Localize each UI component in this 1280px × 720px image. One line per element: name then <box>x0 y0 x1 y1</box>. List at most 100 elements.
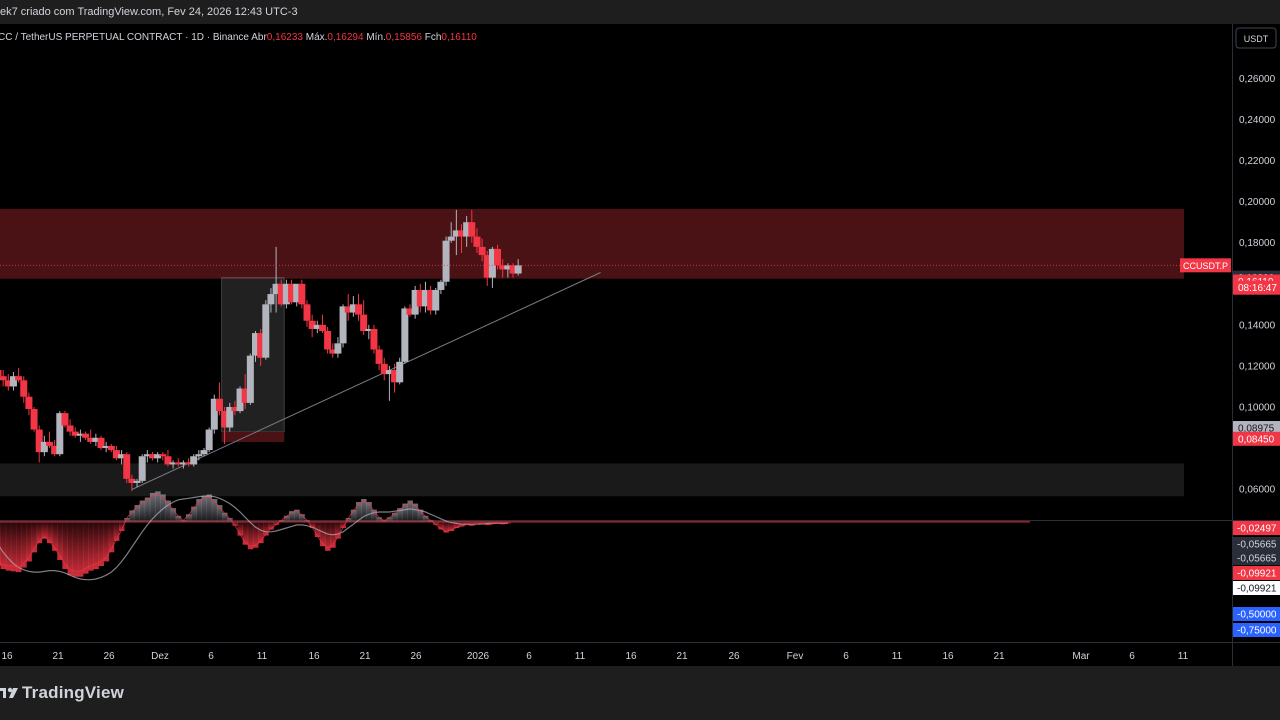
osc-bar <box>129 510 135 522</box>
candle-body <box>97 437 105 449</box>
osc-bar <box>299 514 305 522</box>
price-tick-label: 0,06000 <box>1239 485 1276 496</box>
candle-body <box>123 454 131 479</box>
candle <box>432 287 440 315</box>
candle <box>215 382 223 416</box>
legend-part-4: 0,16294 <box>327 32 366 43</box>
osc-bar <box>5 521 12 571</box>
osc-bar <box>237 521 244 536</box>
candle <box>380 357 388 381</box>
candle-body <box>478 246 486 256</box>
symbol-tag-label: CCUSDT.P <box>1183 261 1228 271</box>
candle <box>329 343 337 358</box>
osc-bar <box>407 500 413 522</box>
candle-body <box>257 333 265 358</box>
candle <box>61 411 69 428</box>
candle <box>15 367 23 383</box>
price-tick-label: 0,24000 <box>1239 115 1276 126</box>
legend-part-0: CC / TetherUS PERPETUAL CONTRACT · 1D · … <box>0 32 251 43</box>
candle-body <box>411 289 419 315</box>
candle <box>427 285 435 315</box>
candle <box>483 250 491 286</box>
candle-body <box>102 445 110 449</box>
candle <box>262 300 270 360</box>
candle <box>0 370 7 387</box>
osc-bar <box>67 521 74 576</box>
time-tick-label: 26 <box>410 651 422 662</box>
osc-bar <box>144 497 151 522</box>
osc-momentum-line <box>0 493 508 572</box>
chart-caption-bar: ek7 criado com TradingView.com, Fev 24, … <box>0 0 1280 24</box>
candle-body <box>355 304 362 315</box>
tradingview-brand[interactable]: TradingView <box>0 681 124 705</box>
price-tick-label: 0,12000 <box>1239 361 1276 372</box>
currency-button[interactable]: USDT <box>1235 27 1277 49</box>
osc-bar <box>119 521 125 532</box>
candle <box>478 238 486 262</box>
candle <box>349 296 357 317</box>
price-badge <box>1233 280 1280 295</box>
candle-body <box>401 308 409 362</box>
candle <box>92 433 100 446</box>
candle <box>370 324 378 354</box>
candle <box>391 363 399 393</box>
candlestick-chart[interactable]: CC / TetherUS PERPETUAL CONTRACT · 1D · … <box>0 24 1280 666</box>
currency-button-label: USDT <box>1244 34 1269 44</box>
candle <box>267 287 275 313</box>
time-tick-label: 6 <box>208 651 214 662</box>
osc-bar <box>46 521 53 544</box>
time-tick-label: 11 <box>1178 651 1189 662</box>
candle <box>406 304 414 317</box>
price-tick-label: 0,14000 <box>1239 320 1276 331</box>
candle <box>257 328 265 366</box>
candle-body <box>360 314 368 332</box>
osc-bar <box>62 521 68 570</box>
candle <box>447 222 455 243</box>
candle-body <box>200 450 208 455</box>
osc-bar <box>350 509 357 522</box>
osc-bar <box>340 521 347 528</box>
price-badge <box>1233 421 1280 436</box>
candle-body <box>92 437 100 442</box>
osc-bar <box>263 521 269 536</box>
candle-body <box>71 431 79 436</box>
legend-part-2: 0,16233 <box>267 32 306 43</box>
time-tick-label: 21 <box>359 651 371 662</box>
osc-bar <box>479 521 486 524</box>
candle <box>174 458 182 467</box>
time-tick-label: 16 <box>308 651 320 662</box>
candle-body <box>138 456 146 481</box>
candle <box>159 452 167 461</box>
candle <box>20 376 28 403</box>
candle-body <box>76 433 84 436</box>
candle <box>396 357 404 385</box>
candle-body <box>195 454 203 457</box>
price-axis: 0,26000 0,24000 0,22000 0,20000 0,18000 0,140… <box>1180 74 1280 496</box>
candle <box>107 443 115 453</box>
osc-bar <box>252 521 259 548</box>
candle-body <box>4 380 12 387</box>
osc-bar <box>494 521 501 524</box>
candle-body <box>442 240 450 282</box>
candle <box>385 365 393 401</box>
candle-body <box>118 454 126 459</box>
legend-part-7: Fch <box>425 32 442 43</box>
candle-body <box>406 308 414 315</box>
osc-bar <box>258 521 264 544</box>
osc-bar <box>98 521 104 567</box>
osc-bar <box>232 521 238 526</box>
osc-bar <box>10 521 17 572</box>
candle <box>143 450 151 463</box>
candle <box>293 283 301 307</box>
candle <box>288 279 296 305</box>
osc-bar <box>191 506 197 522</box>
candle-body <box>252 333 259 356</box>
candle <box>324 326 332 354</box>
osc-bar <box>371 509 377 522</box>
osc-bar <box>0 521 1 567</box>
candle-body <box>128 478 136 483</box>
candle-body <box>298 283 306 305</box>
candle <box>241 374 249 410</box>
candle-body <box>0 370 2 377</box>
candle-body <box>133 480 141 483</box>
